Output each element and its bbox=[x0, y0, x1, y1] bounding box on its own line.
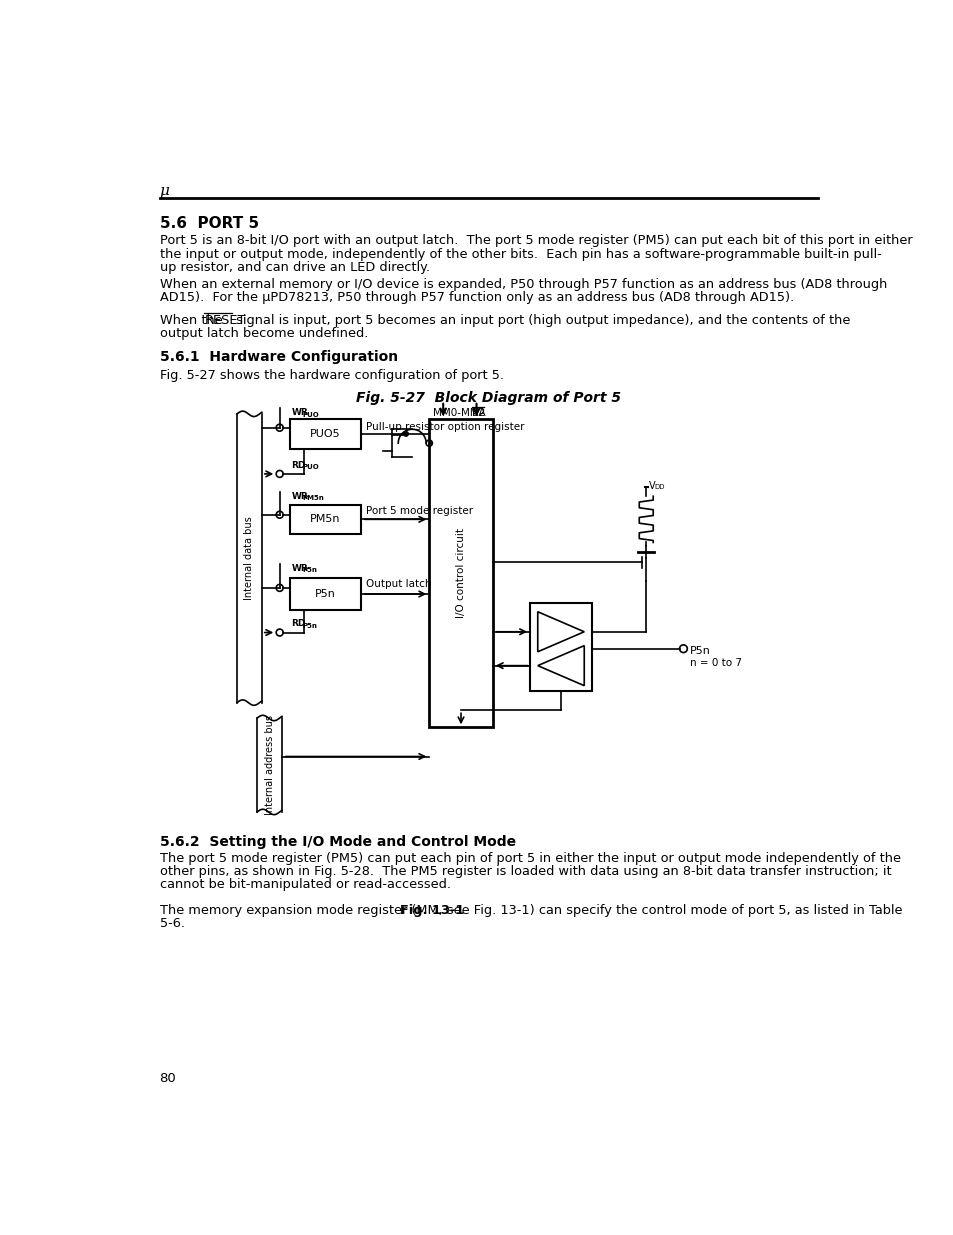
Text: other pins, as shown in Fig. 5-28.  The PM5 register is loaded with data using a: other pins, as shown in Fig. 5-28. The P… bbox=[159, 864, 890, 878]
Text: WR: WR bbox=[291, 409, 308, 417]
Text: P5n: P5n bbox=[314, 589, 335, 599]
Text: 5.6.1  Hardware Configuration: 5.6.1 Hardware Configuration bbox=[159, 350, 397, 364]
Text: Fig. 5-27 shows the hardware configuration of port 5.: Fig. 5-27 shows the hardware configurati… bbox=[159, 369, 503, 382]
Text: V: V bbox=[648, 480, 655, 490]
Bar bbox=[530, 603, 592, 692]
Text: P5n: P5n bbox=[689, 646, 710, 656]
Text: The memory expansion mode register (MM, see Fig. 13-1) can specify the control m: The memory expansion mode register (MM, … bbox=[159, 904, 902, 918]
Text: PUO: PUO bbox=[302, 411, 318, 417]
Text: 5.6.2  Setting the I/O Mode and Control Mode: 5.6.2 Setting the I/O Mode and Control M… bbox=[159, 835, 516, 848]
Text: The port 5 mode register (PM5) can put each pin of port 5 in either the input or: The port 5 mode register (PM5) can put e… bbox=[159, 852, 900, 864]
Text: WR: WR bbox=[291, 493, 308, 501]
Bar bbox=[290, 419, 360, 448]
Text: EA: EA bbox=[472, 409, 485, 419]
Text: 80: 80 bbox=[159, 1072, 176, 1086]
Text: Fig. 5-27  Block Diagram of Port 5: Fig. 5-27 Block Diagram of Port 5 bbox=[356, 390, 620, 405]
Text: Output latch: Output latch bbox=[365, 579, 431, 589]
Text: P5n: P5n bbox=[302, 622, 316, 629]
Text: Internal address bus: Internal address bus bbox=[264, 715, 274, 815]
Text: Port 5 is an 8-bit I/O port with an output latch.  The port 5 mode register (PM5: Port 5 is an 8-bit I/O port with an outp… bbox=[159, 235, 911, 247]
Text: PM5n: PM5n bbox=[310, 514, 340, 525]
Text: DD: DD bbox=[654, 484, 664, 490]
Polygon shape bbox=[537, 611, 583, 652]
Text: When the: When the bbox=[159, 314, 226, 327]
Text: the input or output mode, independently of the other bits.  Each pin has a softw: the input or output mode, independently … bbox=[159, 247, 881, 261]
Text: signal is input, port 5 becomes an input port (high output impedance), and the c: signal is input, port 5 becomes an input… bbox=[233, 314, 850, 327]
Text: RD: RD bbox=[291, 620, 305, 629]
Bar bbox=[290, 578, 360, 610]
Text: PUO: PUO bbox=[302, 464, 318, 469]
Text: Port 5 mode register: Port 5 mode register bbox=[365, 506, 473, 516]
Text: Pull-up resistor option register: Pull-up resistor option register bbox=[365, 422, 523, 432]
Text: RD: RD bbox=[291, 461, 305, 469]
Text: 5-6.: 5-6. bbox=[159, 918, 184, 930]
Text: up resistor, and can drive an LED directly.: up resistor, and can drive an LED direct… bbox=[159, 261, 429, 274]
Text: PUO5: PUO5 bbox=[310, 429, 340, 438]
Text: MM0-MM2: MM0-MM2 bbox=[433, 409, 485, 419]
Text: μ: μ bbox=[159, 184, 170, 198]
Text: I/O control circuit: I/O control circuit bbox=[456, 529, 465, 619]
Text: Fig. 13-1: Fig. 13-1 bbox=[399, 904, 464, 918]
Text: Internal data bus: Internal data bus bbox=[244, 516, 254, 600]
Text: RESET: RESET bbox=[204, 314, 246, 327]
Text: P5n: P5n bbox=[302, 567, 316, 573]
Bar bbox=[429, 419, 493, 727]
Text: When an external memory or I/O device is expanded, P50 through P57 function as a: When an external memory or I/O device is… bbox=[159, 278, 886, 290]
Text: n = 0 to 7: n = 0 to 7 bbox=[689, 658, 740, 668]
Polygon shape bbox=[537, 646, 583, 685]
Bar bbox=[290, 505, 360, 534]
Text: WR: WR bbox=[291, 564, 308, 573]
Text: output latch become undefined.: output latch become undefined. bbox=[159, 327, 368, 340]
Circle shape bbox=[403, 431, 408, 436]
Text: AD15).  For the μPD78213, P50 through P57 function only as an address bus (AD8 t: AD15). For the μPD78213, P50 through P57… bbox=[159, 290, 793, 304]
Text: PM5n: PM5n bbox=[302, 495, 324, 501]
Text: cannot be bit-manipulated or read-accessed.: cannot be bit-manipulated or read-access… bbox=[159, 878, 450, 892]
Text: 5.6  PORT 5: 5.6 PORT 5 bbox=[159, 216, 258, 231]
